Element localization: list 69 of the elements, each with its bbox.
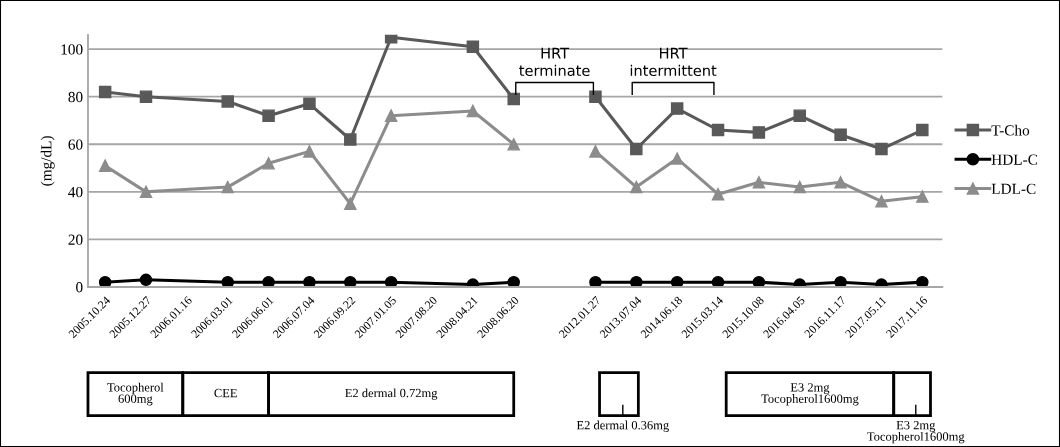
point xyxy=(752,275,766,287)
annotation: HRT intermittent xyxy=(630,47,717,77)
y-axis-title: (mg/dL) xyxy=(40,136,55,186)
point xyxy=(344,275,357,287)
point xyxy=(711,187,725,201)
point xyxy=(507,92,520,106)
text: E2 dermal 0.36mg xyxy=(576,420,669,432)
point xyxy=(221,95,234,108)
point xyxy=(793,180,806,194)
point xyxy=(221,180,234,194)
y-tick-label: 40 xyxy=(68,186,83,198)
legend-label: HDL-C xyxy=(991,154,1038,165)
point xyxy=(262,157,275,170)
point xyxy=(875,142,888,156)
text: E3 2mg Tocopherol1600mg xyxy=(761,383,859,406)
point xyxy=(262,109,275,122)
point xyxy=(98,159,112,172)
text: Tocopherol 600mg xyxy=(107,382,164,406)
point xyxy=(98,275,112,287)
point xyxy=(384,275,398,287)
point xyxy=(670,275,684,287)
point xyxy=(466,104,480,118)
point xyxy=(303,97,316,111)
y-tick-label: 20 xyxy=(68,234,83,245)
point xyxy=(916,275,929,287)
point xyxy=(630,275,643,287)
point xyxy=(916,123,929,137)
point xyxy=(139,273,153,287)
point xyxy=(507,275,520,287)
legend-label: LDL-C xyxy=(991,183,1036,195)
point xyxy=(711,123,725,137)
point xyxy=(793,109,806,122)
point xyxy=(344,133,357,146)
point xyxy=(507,138,520,151)
point xyxy=(630,180,643,194)
point xyxy=(711,275,725,287)
text: E2 dermal 0.72mg xyxy=(345,388,438,400)
point xyxy=(139,185,153,199)
y-tick-label: 100 xyxy=(61,44,83,55)
point xyxy=(303,275,316,287)
point xyxy=(589,275,602,287)
point xyxy=(384,34,398,44)
y-tick-label: 80 xyxy=(68,91,83,103)
point xyxy=(589,90,602,103)
point xyxy=(834,275,847,287)
legend-label: T-Cho xyxy=(991,124,1030,136)
point xyxy=(752,126,766,139)
point xyxy=(670,152,684,165)
point xyxy=(589,145,602,158)
point xyxy=(384,109,398,122)
point xyxy=(98,85,112,99)
point xyxy=(875,195,888,208)
point xyxy=(916,190,929,203)
point xyxy=(630,142,643,156)
y-tick-label: 0 xyxy=(76,282,83,293)
point xyxy=(466,40,480,54)
point xyxy=(221,275,234,287)
point xyxy=(262,275,275,287)
point xyxy=(344,197,357,210)
point xyxy=(139,90,153,103)
y-tick-label: 60 xyxy=(68,139,83,150)
point xyxy=(834,128,847,142)
annotation: HRT terminate xyxy=(519,47,590,77)
point xyxy=(752,176,766,189)
text: E3 2mg Tocopherol1600mg xyxy=(867,420,965,444)
point xyxy=(834,176,847,189)
point xyxy=(670,102,684,115)
text: CEE xyxy=(214,388,237,398)
point xyxy=(303,145,316,158)
